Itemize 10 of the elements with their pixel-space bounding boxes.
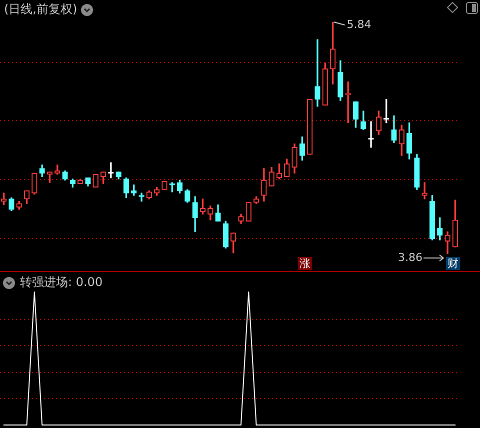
annotation: 5.84	[346, 18, 372, 31]
candlestick	[422, 182, 428, 200]
chart-title: 转强进场: 0.00	[20, 274, 103, 291]
annotation: 3.86	[398, 250, 423, 264]
candlestick	[314, 39, 320, 107]
chart-title: (日线,前复权)	[4, 1, 78, 18]
text: 涨	[298, 257, 312, 270]
text: 财	[446, 257, 460, 270]
candlestick	[345, 81, 351, 124]
candlestick	[138, 192, 144, 202]
